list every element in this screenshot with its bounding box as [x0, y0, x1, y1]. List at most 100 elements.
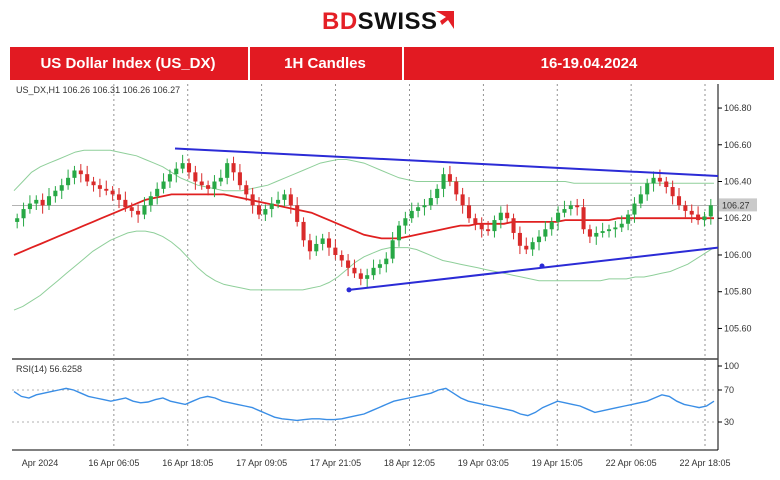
- x-tick-label: Apr 2024: [22, 458, 59, 468]
- candle-body: [670, 187, 675, 197]
- brand-part-swiss: SWISS: [357, 8, 438, 35]
- y-tick-label: 106.20: [724, 213, 752, 223]
- brand-logo: BDSWISS: [0, 0, 780, 42]
- candle-body: [619, 223, 624, 228]
- candle-body: [479, 223, 484, 230]
- rsi-line: [13, 387, 715, 422]
- x-tick-label: 19 Apr 15:05: [532, 458, 583, 468]
- candle-body: [161, 181, 166, 189]
- candle-body: [142, 205, 147, 215]
- candle-body: [441, 174, 446, 189]
- candle-body: [104, 188, 109, 191]
- x-tick-label: 17 Apr 21:05: [310, 458, 361, 468]
- candle-body: [447, 174, 452, 182]
- candle-body: [498, 212, 503, 221]
- candle-body: [536, 236, 542, 243]
- candle-body: [186, 163, 192, 173]
- x-tick-label: 19 Apr 03:05: [458, 458, 509, 468]
- brand-arrow-icon: [436, 11, 454, 29]
- candle-body: [696, 214, 701, 221]
- candle-body: [396, 225, 402, 241]
- candle-body: [326, 238, 332, 248]
- banner-dates: 16-19.04.2024: [540, 55, 638, 72]
- candle-body: [339, 254, 344, 261]
- rsi-label: RSI(14) 56.6258: [16, 364, 82, 374]
- candle-body: [587, 229, 592, 237]
- candle-body: [657, 177, 662, 182]
- candle-body: [511, 218, 516, 233]
- banner-timeframe: 1H Candles: [284, 55, 366, 72]
- candle-body: [40, 199, 45, 206]
- candle-body: [193, 172, 198, 182]
- candle-body: [530, 242, 535, 250]
- candle-body: [155, 188, 160, 197]
- x-axis-labels: Apr 2024 16 Apr 06:05 16 Apr 18:05 17 Apr 0…: [22, 458, 731, 468]
- candle-body: [505, 212, 510, 219]
- y-tick-label: 106.00: [724, 250, 752, 260]
- candle-body: [390, 240, 395, 259]
- candle-body: [314, 243, 319, 252]
- trend-anchor: [346, 287, 352, 293]
- candle-body: [231, 163, 236, 173]
- series-line: [13, 149, 714, 192]
- price-plot-area: [12, 84, 718, 358]
- candle-body: [167, 174, 172, 182]
- candle-body: [91, 181, 96, 186]
- candle-body: [651, 177, 656, 184]
- candle-body: [403, 218, 408, 226]
- candle-body: [34, 199, 39, 204]
- candle-body: [129, 207, 134, 211]
- candle-body: [85, 174, 90, 182]
- candle-body: [180, 163, 185, 169]
- candle-body: [218, 177, 223, 182]
- candle-body: [377, 264, 382, 268]
- rsi-tick-label: 30: [724, 417, 734, 427]
- candle-body: [606, 229, 612, 232]
- candle-body: [473, 218, 478, 224]
- banner-divider: [248, 47, 250, 80]
- candle-body: [613, 227, 618, 230]
- candle-body: [562, 209, 567, 213]
- candle-body: [212, 181, 217, 189]
- last-price-marker: 106.27: [719, 198, 757, 212]
- candle-body: [288, 194, 293, 206]
- candle-body: [556, 212, 561, 222]
- candle-body: [46, 196, 52, 206]
- candle-body: [600, 231, 605, 233]
- candle-body: [276, 199, 281, 204]
- candle-body: [435, 188, 440, 199]
- trendlines: [174, 147, 719, 293]
- candle-body: [422, 205, 427, 208]
- candle-body: [27, 203, 32, 210]
- candle-body: [708, 205, 713, 217]
- candle-body: [174, 168, 179, 175]
- candle-body: [97, 185, 102, 189]
- candle-body: [492, 220, 497, 232]
- candle-body: [295, 205, 300, 222]
- candle-body: [256, 205, 262, 215]
- candle-body: [371, 267, 376, 276]
- candle-body: [72, 170, 77, 178]
- candle-body: [136, 210, 141, 215]
- x-tick-label: 17 Apr 09:05: [236, 458, 287, 468]
- rsi-tick-label: 70: [724, 385, 734, 395]
- candle-body: [110, 190, 115, 195]
- x-tick-label: 18 Apr 12:05: [384, 458, 435, 468]
- resistance-trendline: [174, 147, 719, 177]
- brand-wordmark: BDSWISS: [322, 8, 438, 36]
- candle-body: [638, 194, 643, 204]
- brand-part-bd: BD: [322, 8, 358, 35]
- candle-body: [250, 194, 255, 206]
- candle-body: [244, 185, 249, 195]
- candle-body: [148, 196, 153, 206]
- envelope-bands: [13, 149, 715, 311]
- candle-body: [53, 190, 58, 197]
- series-line: [13, 193, 714, 256]
- y-tick-label: 106.60: [724, 140, 752, 150]
- indicator-plot-area: [12, 362, 718, 450]
- candle-body: [683, 205, 688, 211]
- candle-body: [225, 163, 230, 178]
- trend-anchor: [539, 263, 545, 269]
- banner-instrument: US Dollar Index (US_DX): [40, 55, 216, 72]
- candle-body: [689, 210, 694, 215]
